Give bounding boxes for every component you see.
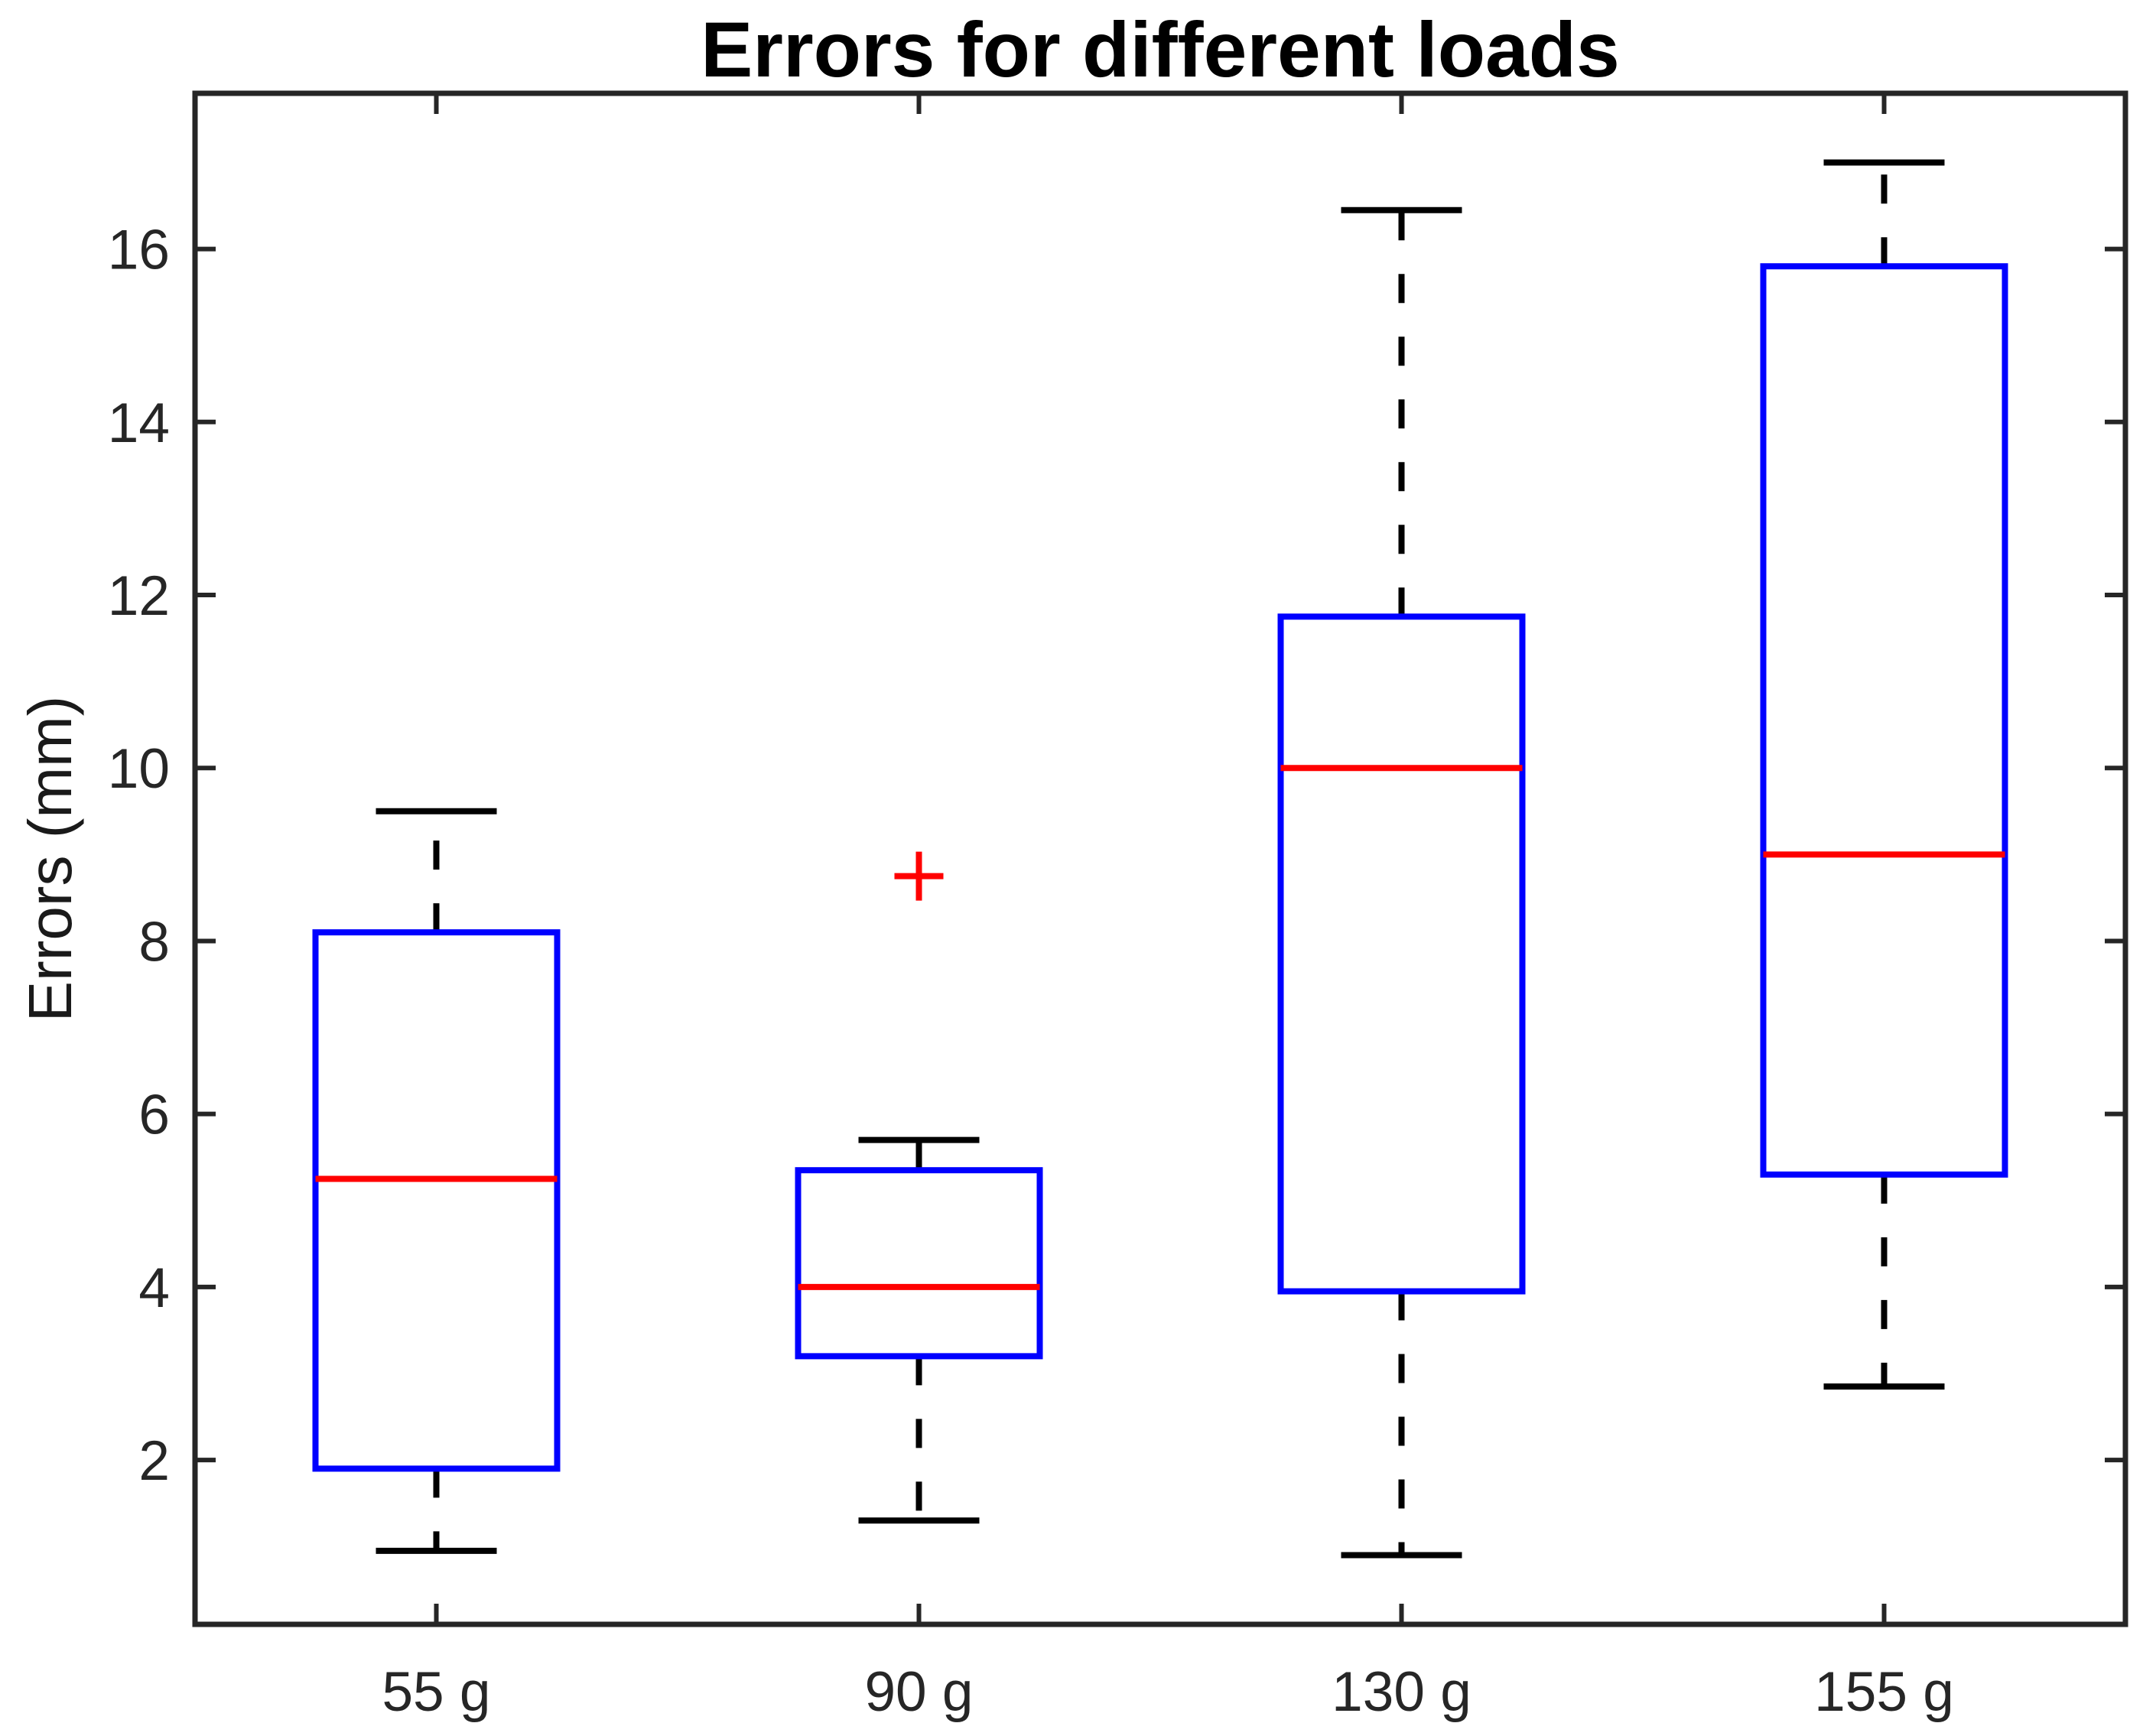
y-tick-label-2: 2 bbox=[138, 1430, 170, 1492]
axes-frame bbox=[192, 90, 2128, 1627]
x-tick-label-155-g: 155 g bbox=[1814, 1661, 1954, 1723]
y-tick-label-4: 4 bbox=[138, 1257, 170, 1319]
y-tick-label-16: 16 bbox=[108, 219, 170, 281]
y-tick-label-10: 10 bbox=[108, 738, 170, 800]
x-tick-label-130-g: 130 g bbox=[1332, 1661, 1471, 1723]
y-tick-label-8: 8 bbox=[138, 911, 170, 973]
y-tick-label-14: 14 bbox=[108, 392, 170, 454]
box-90-g bbox=[795, 1167, 1043, 1360]
y-tick-label-6: 6 bbox=[138, 1084, 170, 1146]
x-tick-label-55-g: 55 g bbox=[382, 1661, 490, 1723]
box-130-g bbox=[1277, 613, 1526, 1295]
chart-title: Errors for different loads bbox=[701, 6, 1620, 93]
y-tick-label-12: 12 bbox=[108, 565, 170, 627]
box-55-g bbox=[312, 929, 561, 1472]
box-155-g bbox=[1760, 263, 2008, 1178]
x-tick-label-90-g: 90 g bbox=[864, 1661, 973, 1723]
